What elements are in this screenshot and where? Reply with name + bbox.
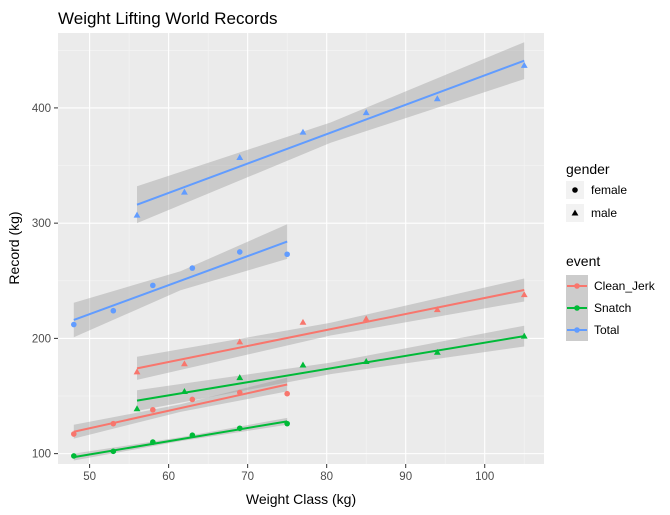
- data-point: [189, 396, 196, 403]
- grid-lines: [58, 33, 544, 464]
- legend-event: event Clean_Jerk Snatch Total: [566, 253, 656, 341]
- data-point: [71, 431, 77, 437]
- y-tick-label: 400: [32, 103, 51, 115]
- data-point: [236, 154, 244, 161]
- data-point: [150, 282, 156, 289]
- x-tick-label: 80: [320, 471, 333, 483]
- x-axis-title: Weight Class (kg): [246, 491, 356, 507]
- fit-line: [73, 240, 288, 321]
- legend-event-marker: [574, 283, 580, 289]
- legend-event-label: Clean_Jerk: [594, 279, 656, 293]
- data-point: [189, 432, 196, 438]
- data-point: [520, 332, 528, 339]
- legend-gender: gender female male: [566, 161, 627, 222]
- data-point: [299, 318, 307, 325]
- legend-gender-title: gender: [566, 161, 610, 177]
- y-tick-label: 200: [32, 333, 51, 345]
- data-point: [133, 368, 141, 375]
- data-point: [236, 425, 243, 432]
- chart-title: Weight Lifting World Records: [58, 9, 278, 28]
- data-point: [236, 389, 243, 396]
- data-point: [284, 390, 290, 397]
- data-point: [133, 211, 141, 218]
- x-tick-label: 50: [83, 471, 96, 483]
- data-point: [110, 448, 117, 455]
- x-tick-label: 60: [162, 471, 175, 483]
- fit-line: [136, 289, 525, 370]
- data-point: [362, 358, 370, 364]
- data-point: [236, 249, 243, 255]
- data-point: [299, 128, 307, 135]
- data-point: [236, 338, 244, 345]
- data-point: [520, 291, 528, 298]
- data-point: [150, 439, 156, 445]
- data-point: [284, 420, 290, 427]
- data-point: [150, 407, 156, 413]
- data-point: [433, 95, 441, 102]
- legend-event-marker: [574, 305, 580, 311]
- data-point: [362, 315, 370, 322]
- legend-gender-marker: [571, 209, 579, 216]
- data-point: [299, 361, 307, 368]
- x-tick-label: 90: [399, 471, 412, 483]
- data-points: [71, 61, 528, 459]
- legend-gender-marker: [572, 187, 578, 193]
- axes: 50 60 70 80 90 100 100 200 300 400: [32, 103, 495, 483]
- fit-line: [73, 383, 288, 433]
- legend-event-title: event: [566, 253, 600, 269]
- data-point: [284, 251, 290, 258]
- fit-lines: [73, 59, 525, 459]
- data-point: [189, 265, 196, 271]
- legend-event-label: Snatch: [594, 301, 631, 315]
- data-point: [181, 188, 188, 195]
- fit-line: [73, 420, 288, 459]
- data-point: [110, 420, 117, 427]
- data-point: [433, 306, 441, 313]
- x-tick-label: 70: [241, 471, 254, 483]
- y-tick-label: 300: [32, 218, 51, 230]
- data-point: [71, 453, 77, 459]
- data-point: [110, 307, 117, 314]
- data-point: [181, 387, 188, 394]
- data-point: [520, 61, 528, 68]
- data-point: [433, 348, 441, 355]
- fit-line: [136, 335, 525, 402]
- y-tick-label: 100: [32, 449, 51, 461]
- data-point: [236, 374, 244, 381]
- y-axis-title: Record (kg): [6, 211, 22, 284]
- data-point: [362, 109, 370, 116]
- legend-gender-label: female: [591, 183, 627, 197]
- legend-gender-label: male: [591, 206, 617, 220]
- fit-line: [136, 59, 525, 206]
- legend-event-label: Total: [594, 323, 619, 337]
- legend-event-marker: [574, 327, 580, 333]
- x-tick-label: 100: [475, 471, 494, 483]
- data-point: [181, 360, 188, 367]
- plot-panel: [58, 33, 544, 464]
- data-point: [71, 321, 77, 328]
- data-point: [133, 405, 141, 412]
